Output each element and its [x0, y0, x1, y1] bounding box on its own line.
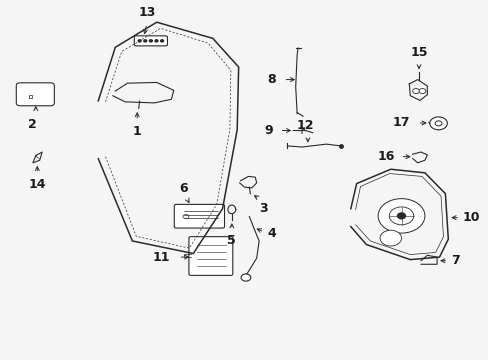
Text: 17: 17 [392, 117, 409, 130]
Text: 3: 3 [258, 202, 267, 215]
Circle shape [396, 213, 405, 219]
Text: 1: 1 [133, 126, 142, 139]
Text: 15: 15 [409, 46, 427, 59]
Text: 8: 8 [267, 73, 276, 86]
Circle shape [183, 215, 188, 219]
FancyBboxPatch shape [16, 83, 54, 106]
Text: 11: 11 [153, 251, 170, 264]
Text: 13: 13 [138, 6, 155, 19]
FancyBboxPatch shape [188, 237, 232, 275]
FancyBboxPatch shape [174, 204, 224, 228]
Circle shape [377, 199, 424, 233]
Text: 7: 7 [450, 254, 459, 267]
Text: 5: 5 [227, 234, 236, 247]
Text: 10: 10 [462, 211, 480, 224]
Circle shape [149, 40, 152, 42]
Text: 6: 6 [179, 182, 187, 195]
Text: 2: 2 [28, 118, 37, 131]
Text: 4: 4 [267, 227, 276, 240]
Circle shape [138, 40, 141, 42]
FancyBboxPatch shape [134, 36, 167, 46]
Circle shape [388, 207, 413, 225]
Circle shape [434, 121, 441, 126]
Circle shape [160, 40, 163, 42]
Circle shape [379, 230, 401, 246]
Circle shape [241, 274, 250, 281]
Text: 9: 9 [264, 124, 272, 137]
Circle shape [418, 89, 425, 94]
Circle shape [155, 40, 158, 42]
Text: 16: 16 [377, 150, 394, 163]
Circle shape [412, 89, 419, 94]
Text: 14: 14 [28, 178, 46, 191]
Text: 12: 12 [296, 118, 314, 132]
Circle shape [143, 40, 146, 42]
Circle shape [429, 117, 447, 130]
